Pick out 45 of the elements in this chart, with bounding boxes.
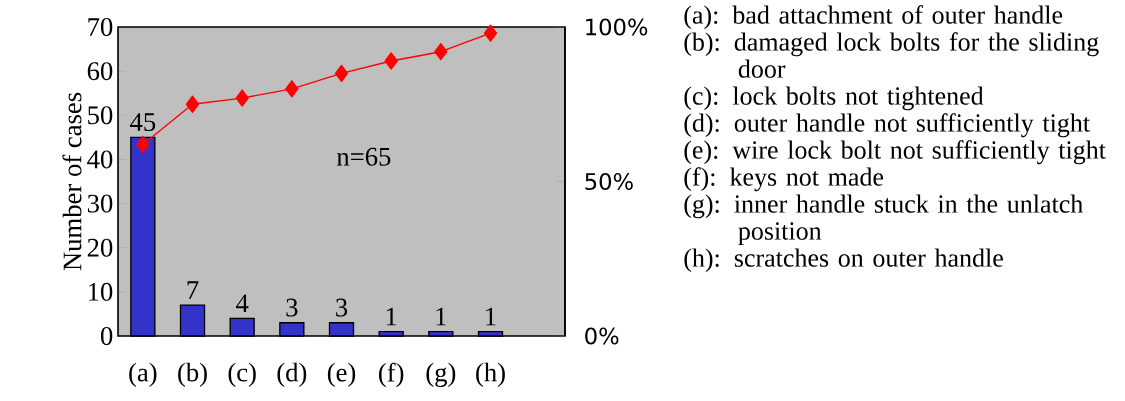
x-tick-label: (c) bbox=[228, 362, 256, 387]
data-label: 7 bbox=[187, 281, 199, 299]
point bbox=[434, 43, 448, 61]
data-label: 1 bbox=[386, 307, 397, 326]
x-tick-label: (d) bbox=[277, 362, 307, 387]
point bbox=[384, 52, 398, 70]
text: (h): scratches on outer handle bbox=[684, 248, 1003, 273]
x-tick-label: (f) bbox=[379, 362, 404, 388]
x-tick-label: (h) bbox=[476, 362, 505, 387]
text: (c): lock bolts not tightened bbox=[684, 86, 984, 111]
text: (b): damaged lock bolts for the sliding door bbox=[684, 32, 1099, 78]
point bbox=[285, 80, 299, 98]
text: (a): bad attachment of outer handle bbox=[684, 5, 1063, 30]
y-tick-label: 70 bbox=[88, 18, 113, 36]
x-tick-label: (b) bbox=[178, 362, 207, 387]
data-label: 3 bbox=[336, 298, 348, 317]
point bbox=[235, 89, 249, 107]
y-tick-label: 10 bbox=[88, 282, 113, 301]
y-tick-label: 40 bbox=[87, 150, 113, 169]
data-label: 45 bbox=[130, 113, 156, 132]
y-axis-title: Number of cases bbox=[62, 92, 82, 271]
y-tick-label: 20 bbox=[87, 238, 113, 257]
text: (f): keys not made bbox=[684, 167, 884, 192]
point bbox=[136, 135, 150, 154]
y-tick-label: 50 bbox=[88, 106, 113, 125]
y-tick-label: 30 bbox=[87, 194, 113, 213]
text: (g): inner handle stuck in the unlatch position bbox=[684, 194, 1083, 246]
data-label: 1 bbox=[436, 307, 446, 326]
y2-tick-label: 0% bbox=[585, 327, 619, 345]
data-label: 1 bbox=[486, 307, 496, 326]
data-label: 4 bbox=[236, 294, 249, 313]
y2-tick-label: 50% bbox=[585, 172, 633, 191]
text: (d): outer handle not sufficiently tight bbox=[684, 113, 1090, 138]
data-label: 3 bbox=[286, 298, 298, 317]
y-tick-label: 60 bbox=[87, 62, 113, 81]
y2-tick-label: 100% bbox=[586, 18, 648, 36]
point bbox=[185, 95, 200, 113]
annotation: n=65 bbox=[336, 147, 391, 166]
x-tick-label: (g) bbox=[426, 362, 456, 387]
x-tick-label: (e) bbox=[327, 362, 356, 387]
text: (e): wire lock bolt not sufficiently tight bbox=[684, 140, 1106, 165]
x-tick-label: (a) bbox=[129, 362, 157, 387]
y-tick-label: 0 bbox=[100, 327, 113, 345]
point bbox=[334, 64, 349, 83]
point bbox=[483, 24, 498, 42]
